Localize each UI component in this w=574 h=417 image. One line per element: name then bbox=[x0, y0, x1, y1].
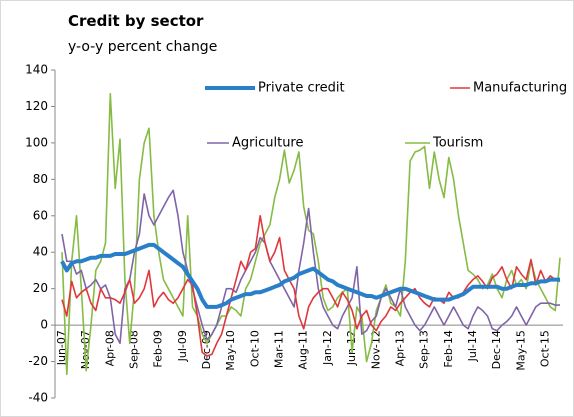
x-tick-label: Oct-10 bbox=[248, 330, 261, 367]
x-tick-label: Jul-14 bbox=[466, 330, 479, 362]
y-tick-label: 40 bbox=[33, 245, 48, 259]
y-tick-label: 140 bbox=[25, 63, 48, 77]
y-tick-label: 100 bbox=[25, 135, 48, 149]
legend-label: Manufacturing bbox=[473, 81, 567, 96]
x-tick-label: Mar-11 bbox=[273, 330, 286, 368]
x-tick-label: Oct-15 bbox=[538, 330, 551, 367]
y-tick-label: 20 bbox=[33, 281, 48, 295]
x-tick-label: May-15 bbox=[514, 330, 527, 371]
chart-subtitle: y-o-y percent change bbox=[68, 39, 217, 55]
y-tick-label: 120 bbox=[25, 99, 48, 113]
series-line bbox=[60, 242, 560, 309]
x-tick-label: May-10 bbox=[224, 330, 237, 371]
x-tick-label: Jul-09 bbox=[176, 330, 189, 362]
series-line bbox=[61, 215, 561, 357]
legend-label: Private credit bbox=[258, 81, 345, 96]
legend-label: Tourism bbox=[432, 136, 483, 151]
y-tick-label: 80 bbox=[33, 172, 48, 186]
x-tick-label: Aug-11 bbox=[297, 330, 310, 369]
y-tick-label: -40 bbox=[28, 391, 48, 405]
y-tick-label: -20 bbox=[28, 354, 48, 368]
x-tick-label: Dec-09 bbox=[200, 330, 213, 369]
x-tick-label: Feb-14 bbox=[442, 330, 455, 367]
x-tick-label: Feb-09 bbox=[152, 330, 165, 367]
y-tick-label: 60 bbox=[33, 208, 48, 222]
x-tick-label: Dec-14 bbox=[490, 330, 503, 369]
legend-label: Agriculture bbox=[232, 136, 304, 151]
chart-title: Credit by sector bbox=[68, 12, 204, 30]
x-tick-label: Sep-13 bbox=[418, 330, 431, 369]
x-tick-label: Jan-12 bbox=[321, 330, 334, 366]
y-tick-label: 0 bbox=[40, 318, 48, 332]
series-line bbox=[61, 189, 560, 345]
x-tick-label: Apr-08 bbox=[103, 330, 116, 366]
x-tick-label: Nov-12 bbox=[369, 330, 382, 369]
x-tick-label: Apr-13 bbox=[393, 330, 406, 366]
